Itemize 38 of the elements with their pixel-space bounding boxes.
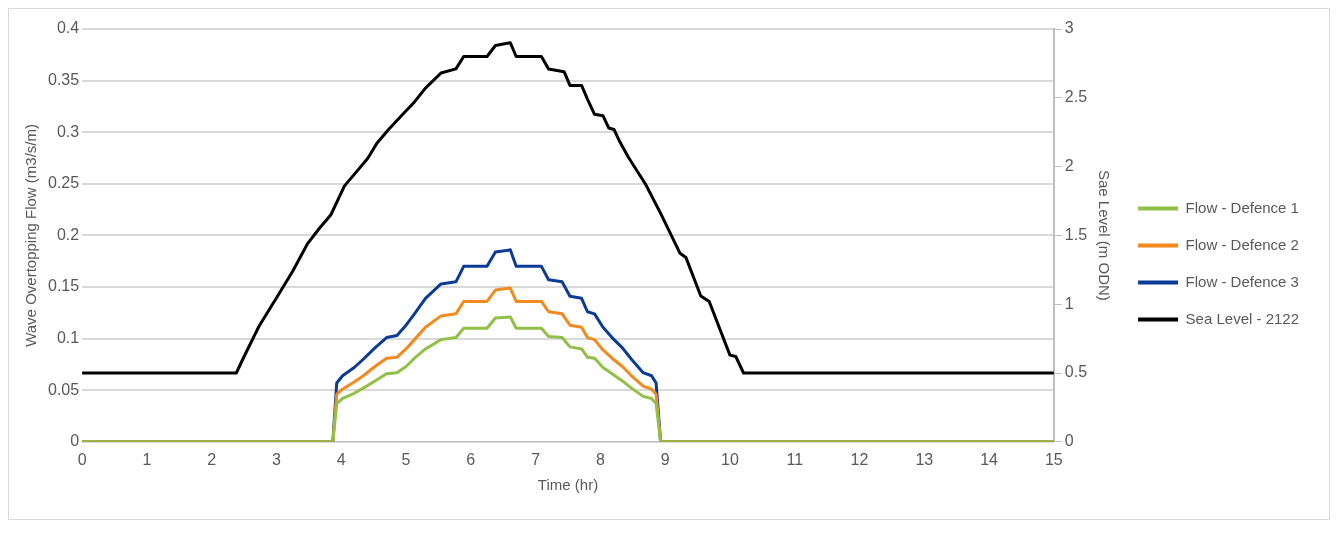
y2-tick-label: 0 xyxy=(1064,432,1074,450)
y-tick-label: 0.15 xyxy=(48,277,80,295)
y2-axis-title: Sae Level (m ODN) xyxy=(1095,169,1113,301)
y-tick-label: 0 xyxy=(70,432,80,450)
x-tick-label: 8 xyxy=(595,450,605,468)
y-tick-label: 0.25 xyxy=(48,174,80,192)
y2-tick-label: 2.5 xyxy=(1064,88,1088,106)
x-tick-label: 4 xyxy=(336,450,346,468)
x-tick-label: 3 xyxy=(272,450,282,468)
y2-tick-label: 2 xyxy=(1064,157,1074,175)
y-tick-label: 0.1 xyxy=(56,329,80,347)
y-tick-label: 0.3 xyxy=(56,122,80,140)
y2-tick-label: 1.5 xyxy=(1064,225,1088,243)
y-tick-label: 0.2 xyxy=(56,225,80,243)
x-tick-label: 11 xyxy=(786,450,804,468)
legend-label: Sea Level - 2122 xyxy=(1185,309,1300,327)
y-tick-label: 0.35 xyxy=(48,71,80,89)
legend-label: Flow - Defence 1 xyxy=(1185,198,1299,216)
y2-tick-label: 3 xyxy=(1064,19,1074,37)
x-tick-label: 7 xyxy=(531,450,541,468)
y-tick-label: 0.05 xyxy=(48,380,80,398)
x-tick-label: 2 xyxy=(207,450,217,468)
legend-label: Flow - Defence 3 xyxy=(1185,272,1299,290)
y-tick-label: 0.4 xyxy=(56,19,80,37)
y-axis-title: Wave Overtopping Flow (m3/s/m) xyxy=(22,123,40,347)
y2-tick-label: 0.5 xyxy=(1064,363,1088,381)
x-tick-label: 1 xyxy=(142,450,152,468)
x-tick-label: 15 xyxy=(1044,450,1063,468)
x-tick-label: 5 xyxy=(401,450,411,468)
x-tick-label: 6 xyxy=(466,450,476,468)
x-tick-label: 10 xyxy=(721,450,739,468)
x-tick-label: 13 xyxy=(915,450,934,468)
y2-tick-label: 1 xyxy=(1064,294,1074,312)
x-tick-label: 12 xyxy=(850,450,869,468)
x-tick-label: 14 xyxy=(980,450,999,468)
x-axis-title: Time (hr) xyxy=(537,476,599,494)
x-tick-label: 9 xyxy=(660,450,670,468)
legend-label: Flow - Defence 2 xyxy=(1185,235,1299,253)
